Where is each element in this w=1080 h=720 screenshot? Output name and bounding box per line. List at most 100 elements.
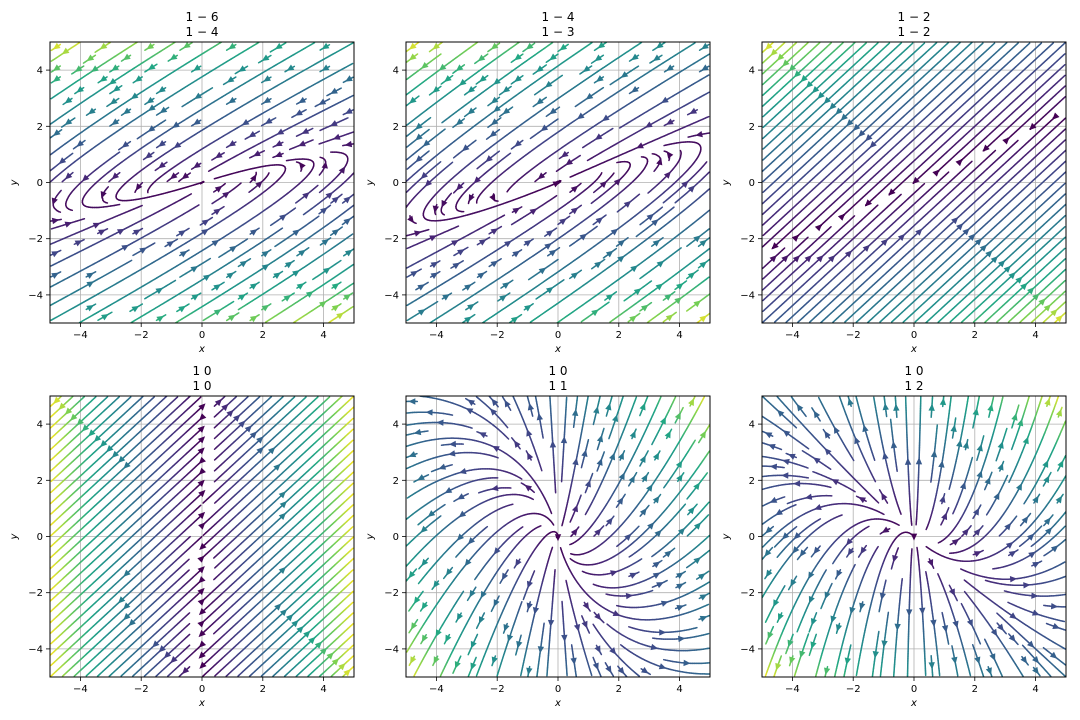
stream-arrow: [321, 161, 328, 169]
streamline-segment: [175, 238, 179, 241]
streamline-segment: [129, 259, 133, 262]
stream-arrow: [250, 174, 257, 182]
stream-arrow: [159, 106, 168, 114]
x-tick-label: −4: [73, 330, 88, 341]
stream-arrow: [213, 309, 222, 316]
streamline-segment: [210, 216, 214, 220]
stream-arrow: [298, 140, 306, 147]
streamline-segment: [338, 303, 342, 306]
stream-arrow: [276, 128, 285, 135]
stream-arrow: [283, 294, 292, 302]
stream-arrow: [343, 218, 351, 226]
stream-arrow: [330, 87, 338, 95]
streamline-segment: [144, 102, 148, 106]
stream-arrow: [108, 77, 117, 85]
streamline-segment: [108, 179, 112, 183]
streamline-segment: [154, 168, 158, 172]
stream-arrow: [284, 261, 293, 269]
streamline-segment: [201, 180, 205, 184]
stream-arrow: [226, 272, 235, 279]
streamline-segment: [291, 292, 295, 295]
stream-arrow: [211, 239, 220, 247]
streamline-segment: [139, 204, 143, 207]
streamline-segment: [338, 281, 342, 284]
streamline-segment: [97, 81, 101, 84]
streamline-segment: [260, 80, 264, 84]
stream-arrow: [249, 315, 258, 323]
streamline-segment: [93, 303, 97, 306]
stream-arrow: [148, 104, 156, 112]
stream-arrow: [145, 151, 153, 159]
streamline-segment: [303, 281, 307, 284]
streamline-segment: [186, 303, 190, 306]
stream-arrow: [92, 222, 101, 229]
streamline-segment: [208, 257, 212, 261]
streamline-segment: [81, 217, 86, 221]
streamline-segment: [155, 113, 159, 116]
streamline-segment: [339, 193, 343, 197]
stream-arrow: [51, 197, 58, 206]
streamline-segment: [245, 238, 249, 241]
stream-arrow: [201, 219, 210, 226]
streamline-segment: [291, 115, 295, 119]
stream-arrow: [249, 229, 258, 236]
streamline-segment: [506, 189, 509, 193]
stream-arrow: [241, 118, 250, 126]
stream-arrow: [146, 96, 155, 104]
streamline-segment: [406, 179, 409, 183]
streamline-segment: [61, 179, 65, 183]
x-axis-label: x: [198, 344, 205, 355]
stream-arrow: [238, 65, 247, 72]
stream-arrow: [130, 92, 139, 100]
panel-title-row-1: 1 − 6: [186, 10, 219, 24]
streamline-segment: [82, 61, 86, 64]
stream-arrow: [156, 315, 165, 323]
streamline-segment: [71, 72, 75, 75]
streamline-segment: [350, 306, 354, 309]
x-tick-label: −2: [134, 330, 149, 341]
stream-arrow: [170, 172, 178, 180]
streamline-segment: [328, 204, 332, 208]
streamline-segment: [225, 102, 229, 105]
stream-arrow: [228, 140, 236, 147]
streamline-segment: [288, 147, 293, 151]
streamline-segment: [245, 292, 249, 295]
stream-arrow: [61, 47, 70, 55]
streamline-segment: [163, 314, 167, 317]
stream-arrow: [53, 64, 61, 72]
stream-arrow: [331, 196, 340, 204]
stream-arrow: [344, 249, 353, 257]
stream-arrow: [64, 221, 73, 228]
stream-arrow: [213, 208, 221, 216]
stream-arrow: [74, 240, 83, 247]
y-tick-label: 0: [37, 178, 43, 189]
stream-arrow: [286, 64, 295, 71]
stream-arrow: [320, 207, 328, 215]
streamline-segment: [291, 259, 295, 263]
streamline-segment: [256, 313, 260, 317]
streamline-segment: [318, 142, 322, 145]
stream-arrow: [319, 300, 327, 308]
streamline-segment: [109, 124, 113, 127]
streamline-segment: [142, 157, 146, 161]
streamline-segment: [105, 228, 109, 231]
stream-arrow: [191, 294, 200, 301]
panel-title-row-2: 1 − 4: [186, 25, 219, 39]
streamline-segment: [196, 204, 200, 207]
stream-arrow: [295, 109, 303, 116]
streamline-segment: [236, 312, 240, 315]
streamline-segment: [280, 270, 284, 274]
stream-arrow: [292, 229, 300, 237]
streamline-segment: [351, 172, 354, 176]
stream-arrow: [222, 191, 230, 199]
stream-arrow: [239, 260, 248, 268]
streamline-segment: [342, 113, 346, 116]
streamlines: [406, 42, 710, 323]
y-tick-label: −4: [28, 290, 43, 301]
stream-arrow: [169, 53, 178, 61]
streamline-segment: [57, 210, 62, 213]
stream-arrow: [98, 229, 106, 236]
x-tick-label: 2: [260, 330, 266, 341]
stream-arrow: [296, 283, 305, 290]
streamline-segment: [351, 282, 354, 286]
